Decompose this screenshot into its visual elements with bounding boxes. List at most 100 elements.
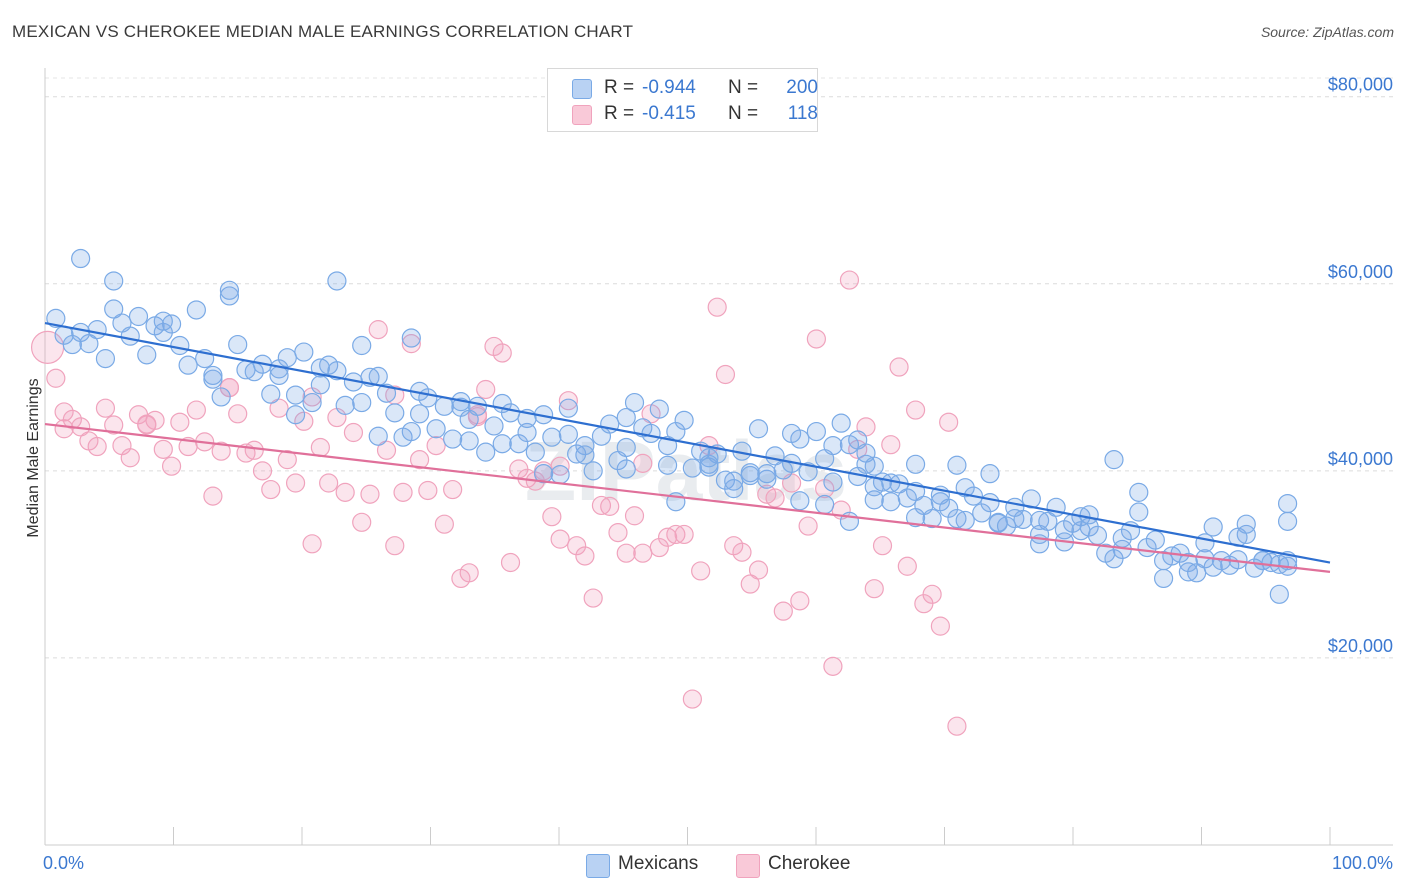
mexicans-point bbox=[170, 335, 190, 356]
cherokee-point bbox=[905, 400, 926, 420]
mexicans-point bbox=[616, 407, 636, 428]
cherokee-point bbox=[930, 616, 950, 636]
cherokee-point bbox=[823, 656, 843, 676]
cherokee-point bbox=[575, 546, 595, 566]
mexicans-point bbox=[972, 503, 992, 523]
mexicans-point bbox=[988, 513, 1008, 533]
cherokee-point bbox=[542, 507, 562, 527]
cherokee-point bbox=[434, 514, 454, 534]
cherokee-point bbox=[558, 391, 578, 411]
cherokee-point bbox=[335, 482, 355, 502]
mexicans-point bbox=[699, 454, 719, 474]
mexicans-point bbox=[335, 395, 355, 415]
x-tick-label: 100.0% bbox=[1332, 853, 1393, 873]
mexicans-point bbox=[1071, 521, 1091, 541]
cherokee-point bbox=[616, 543, 636, 563]
r-value: -0.415 bbox=[642, 103, 696, 124]
cherokee-swatch bbox=[572, 105, 592, 125]
cherokee-point bbox=[385, 536, 405, 556]
cherokee-point bbox=[87, 436, 107, 457]
cherokee-point bbox=[740, 574, 760, 594]
cherokee-point bbox=[600, 496, 620, 516]
mexicans-point bbox=[558, 424, 578, 444]
series-legend: Mexicans Cherokee bbox=[0, 852, 1406, 878]
mexicans-point bbox=[980, 493, 1000, 513]
mexicans-point bbox=[376, 383, 397, 403]
mexicans-point bbox=[616, 459, 636, 479]
mexicans-point bbox=[798, 462, 818, 482]
mexicans-point bbox=[1112, 528, 1132, 548]
mexicans-point bbox=[219, 286, 240, 306]
mexicans-point bbox=[583, 461, 603, 481]
mexicans-point bbox=[327, 361, 347, 381]
mexicans-point bbox=[1195, 533, 1215, 553]
y-tick-labels: $20,000 $40,000 $60,000 $80,000 bbox=[1328, 75, 1393, 656]
mexicans-point bbox=[178, 355, 198, 375]
mexicans-point bbox=[120, 326, 140, 346]
cherokee-point bbox=[624, 506, 645, 526]
cherokee-point bbox=[864, 579, 884, 599]
mexicans-point bbox=[881, 492, 901, 512]
mexicans-point bbox=[261, 384, 281, 404]
cherokee-point bbox=[682, 689, 702, 709]
mexicans-point bbox=[352, 335, 372, 356]
cherokee-point bbox=[806, 329, 826, 349]
cherokee-point bbox=[550, 529, 570, 549]
mexicans-point bbox=[823, 472, 843, 492]
mexicans-point bbox=[815, 494, 835, 515]
mexicans-point bbox=[500, 403, 521, 423]
mexicans-point bbox=[434, 396, 454, 416]
mexicans-point bbox=[211, 387, 231, 407]
cherokee-point bbox=[343, 422, 364, 443]
cherokee-point bbox=[310, 437, 330, 458]
mexicans-point bbox=[46, 308, 66, 328]
r-label: R = bbox=[604, 103, 635, 124]
cherokee-point bbox=[715, 364, 736, 385]
mexicans-point bbox=[409, 404, 430, 424]
mexicans-point bbox=[1269, 584, 1289, 604]
cherokee-point bbox=[360, 484, 380, 504]
mexicans-point bbox=[1277, 511, 1298, 531]
mexicans-trend-line bbox=[44, 321, 1331, 564]
cherokee-point bbox=[186, 400, 206, 420]
cherokee-point bbox=[947, 716, 967, 736]
cherokee-point bbox=[691, 561, 711, 581]
mexicans-point bbox=[757, 464, 777, 484]
mexicans-swatch bbox=[572, 79, 592, 99]
cherokee-point bbox=[393, 482, 413, 502]
mexicans-point bbox=[219, 280, 240, 300]
cherokee-swatch bbox=[736, 854, 760, 878]
mexicans-point bbox=[905, 454, 926, 474]
mexicans-point bbox=[368, 426, 388, 446]
mexicans-point bbox=[1129, 502, 1149, 522]
chart-title: MEXICAN VS CHEROKEE MEDIAN MALE EARNINGS… bbox=[12, 22, 634, 41]
mexicans-point bbox=[624, 392, 645, 413]
cherokee-point bbox=[443, 479, 463, 500]
mexicans-point bbox=[641, 423, 661, 444]
cherokee-point bbox=[939, 412, 959, 432]
cherokee-trend-line bbox=[44, 422, 1331, 573]
x-tick-labels: 0.0% 100.0% bbox=[43, 853, 1393, 873]
mexicans-point bbox=[806, 421, 826, 442]
mexicans-point bbox=[203, 365, 223, 386]
mexicans-point bbox=[1005, 508, 1025, 529]
mexicans-point bbox=[228, 334, 248, 355]
cherokee-point bbox=[872, 536, 893, 556]
cherokee-point bbox=[228, 404, 248, 424]
cherokee-point bbox=[633, 453, 653, 473]
mexicans-point bbox=[401, 421, 421, 442]
mexicans-point bbox=[947, 455, 967, 475]
mexicans-point bbox=[459, 431, 479, 451]
cherokee-point bbox=[120, 448, 140, 468]
mexicans-point bbox=[71, 248, 91, 269]
legend-label: Mexicans bbox=[618, 853, 699, 874]
mexicans-point bbox=[443, 429, 463, 449]
mexicans-point bbox=[294, 342, 314, 362]
mexicans-point bbox=[558, 398, 578, 418]
mexicans-point bbox=[881, 473, 901, 493]
mexicans-point bbox=[285, 405, 306, 425]
mexicans-point bbox=[484, 416, 504, 436]
y-tick-label: $80,000 bbox=[1328, 75, 1393, 95]
mexicans-point bbox=[649, 399, 669, 419]
mexicans-point bbox=[575, 435, 595, 456]
